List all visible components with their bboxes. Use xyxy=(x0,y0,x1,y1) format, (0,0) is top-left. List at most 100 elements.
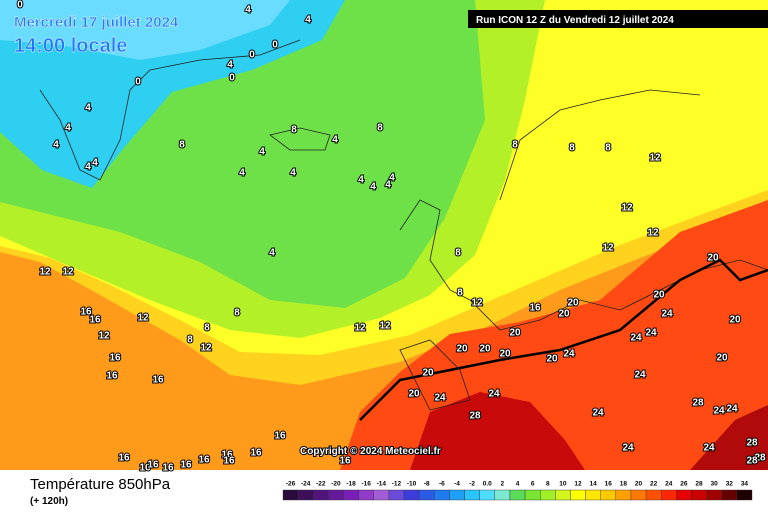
contour-label: 28 xyxy=(692,398,704,409)
contour-label: 24 xyxy=(703,443,715,454)
contour-label: 16 xyxy=(250,448,262,459)
contour-label: 4 xyxy=(85,103,91,114)
legend-label: -2 xyxy=(469,481,475,488)
contour-label: 24 xyxy=(645,328,657,339)
contour-label: 16 xyxy=(198,455,210,466)
legend-label: 6 xyxy=(531,481,535,488)
contour-label: 4 xyxy=(269,248,275,259)
contour-label: 24 xyxy=(488,389,500,400)
contour-label: 20 xyxy=(707,253,719,264)
valid-time: 14:00 locale xyxy=(14,35,127,57)
legend-label: -12 xyxy=(392,481,402,488)
legend-swatch xyxy=(721,489,738,501)
contour-label: 4 xyxy=(65,123,71,134)
contour-label: 16 xyxy=(139,463,151,474)
temp-zone xyxy=(410,392,585,470)
legend-swatch xyxy=(403,489,420,501)
contour-label: 16 xyxy=(180,460,192,471)
legend-swatch xyxy=(676,489,692,501)
contour-label: 24 xyxy=(713,406,725,417)
legend-label: 26 xyxy=(680,481,688,488)
contour-label: 20 xyxy=(456,344,468,355)
legend-label: 12 xyxy=(574,481,582,488)
contour-label: 4 xyxy=(259,147,265,158)
contour-label: 0 xyxy=(17,0,23,11)
contour-label: 8 xyxy=(377,123,383,134)
contour-label: 16 xyxy=(221,450,233,461)
legend-swatch xyxy=(539,489,556,501)
legend-label: 16 xyxy=(605,481,613,488)
legend-swatch xyxy=(600,489,617,501)
legend-label: 34 xyxy=(741,481,749,488)
contour-label: 28 xyxy=(746,456,758,467)
map-title: Température 850hPa xyxy=(30,476,171,493)
coastline xyxy=(39,39,301,181)
legend-swatch xyxy=(328,489,344,501)
contour-label: 12 xyxy=(647,228,659,239)
legend-swatch xyxy=(494,489,511,501)
legend-label: 20 xyxy=(635,481,643,488)
legend-label: 14 xyxy=(590,481,598,488)
coastline xyxy=(359,258,768,421)
legend-label: 4 xyxy=(516,481,520,488)
valid-date: Mercredi 17 juillet 2024 xyxy=(14,14,179,31)
legend-label: 30 xyxy=(711,481,719,488)
contour-label: 12 xyxy=(649,153,661,164)
legend-swatch xyxy=(736,489,753,501)
legend-swatch xyxy=(479,489,496,501)
contour-label: 8 xyxy=(569,143,575,154)
forecast-offset: (+ 120h) xyxy=(30,496,68,507)
legend-swatch xyxy=(464,489,480,501)
contour-label: 24 xyxy=(634,370,646,381)
legend-label: 10 xyxy=(559,481,567,488)
contour-label: 4 xyxy=(85,162,91,173)
contour-label: 20 xyxy=(408,389,420,400)
legend-swatch xyxy=(661,489,677,501)
contour-label: 28 xyxy=(746,438,758,449)
contour-label: 0 xyxy=(249,50,255,61)
temp-zone xyxy=(0,0,290,60)
legend-swatch xyxy=(570,489,586,501)
contour-label: 4 xyxy=(227,60,233,71)
contour-label: 20 xyxy=(546,354,558,365)
legend-swatch xyxy=(630,489,647,501)
legend-label: -16 xyxy=(362,481,372,488)
contour-label: 12 xyxy=(137,313,149,324)
contour-label: 20 xyxy=(499,349,511,360)
legend-swatch xyxy=(434,489,450,501)
legend-swatch xyxy=(343,489,359,501)
legend-label: -18 xyxy=(346,481,356,488)
legend-label: -6 xyxy=(439,481,445,488)
contour-label: 8 xyxy=(234,308,240,319)
contour-label: 16 xyxy=(106,371,118,382)
legend-label: 22 xyxy=(650,481,658,488)
contour-label: 16 xyxy=(80,307,92,318)
run-info: Run ICON 12 Z du Vendredi 12 juillet 202… xyxy=(476,15,674,26)
contour-label: 12 xyxy=(621,203,633,214)
contour-label: 8 xyxy=(512,140,518,151)
contour-label: 16 xyxy=(162,463,174,474)
legend-swatch xyxy=(282,489,299,501)
legend-label: 24 xyxy=(665,481,673,488)
contour-label: 20 xyxy=(509,328,521,339)
contour-label: 4 xyxy=(305,15,311,26)
contour-label: 4 xyxy=(385,180,391,191)
contour-label: 16 xyxy=(274,431,286,442)
legend-swatch xyxy=(645,489,662,501)
contour-label: 20 xyxy=(567,298,579,309)
legend-swatch xyxy=(509,489,526,501)
contour-label: 12 xyxy=(602,243,614,254)
temp-zone xyxy=(340,200,768,470)
legend-swatch xyxy=(297,489,314,501)
legend-swatch xyxy=(555,489,571,501)
contour-label: 8 xyxy=(179,140,185,151)
contour-label: 20 xyxy=(479,344,491,355)
contour-label: 0 xyxy=(272,40,278,51)
run-box xyxy=(468,10,768,28)
contour-label: 16 xyxy=(339,456,351,467)
legend-label: 18 xyxy=(620,481,628,488)
legend-label: -26 xyxy=(286,481,296,488)
contour-label: 8 xyxy=(605,143,611,154)
contour-label: 28 xyxy=(469,411,481,422)
